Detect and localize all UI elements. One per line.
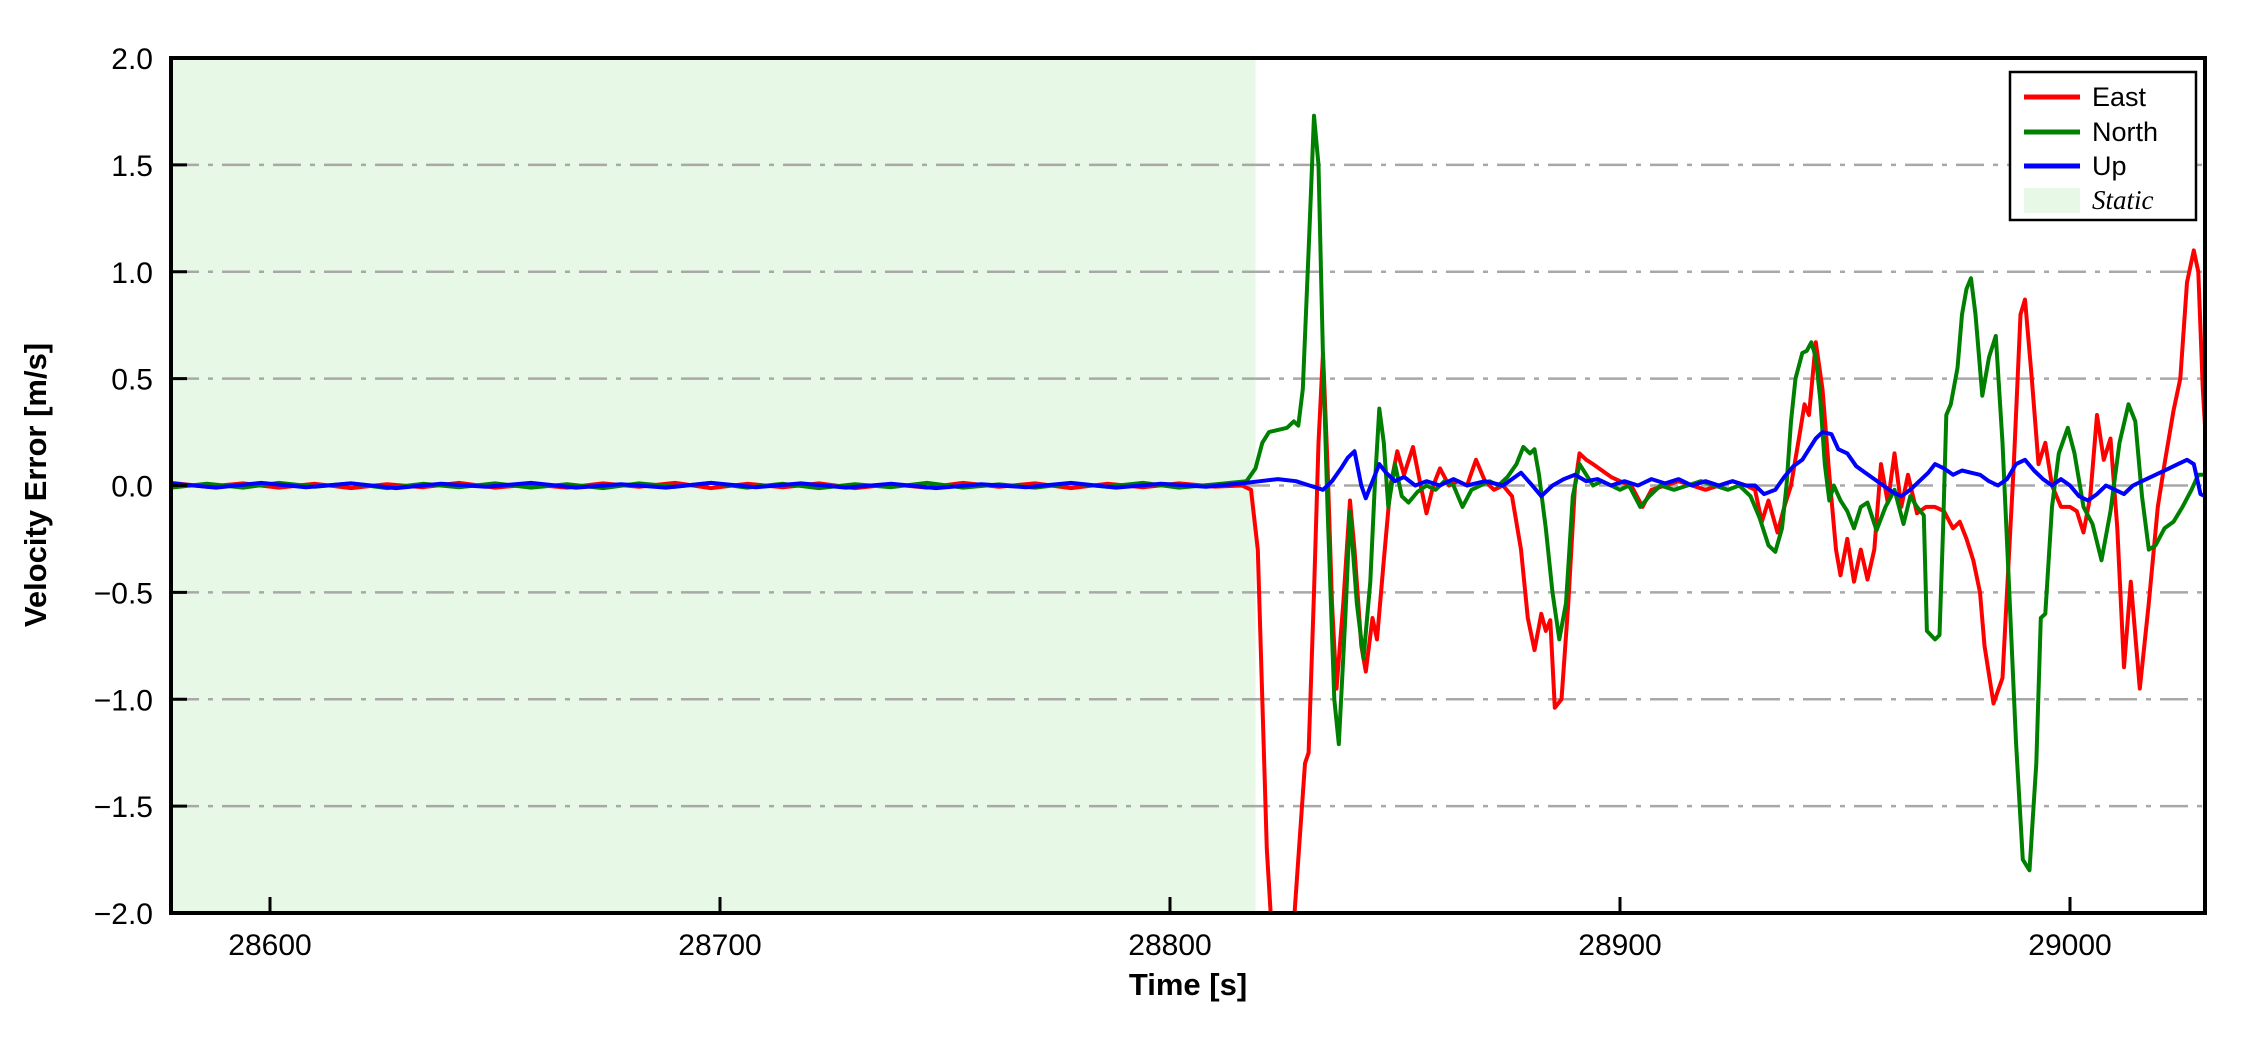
y-tick-label: −2.0 [94,898,153,931]
plot-border [169,56,2207,915]
x-tick-label: 28600 [228,929,311,962]
x-tick-label: 28700 [678,929,761,962]
y-tick-label: −1.0 [94,684,153,717]
legend-label-static: Static [2092,185,2154,215]
legend-label-east: East [2092,82,2147,112]
legend-label-north: North [2092,117,2158,147]
legend-label-up: Up [2092,151,2127,181]
y-axis-label: Velocity Error [m/s] [18,343,53,627]
y-tick-label: −1.5 [94,791,153,824]
y-tick-label: 0.5 [111,364,153,397]
y-tick-label: 1.0 [111,257,153,290]
x-tick-label: 29000 [2028,929,2111,962]
y-tick-label: 1.5 [111,150,153,183]
x-axis-label: Time [s] [1129,967,1247,1002]
series-line-up [171,430,2205,503]
y-tick-label: −0.5 [94,577,153,610]
y-tick-label: 2.0 [111,43,153,76]
x-tick-label: 28800 [1128,929,1211,962]
y-tick-label: 0.0 [111,471,153,504]
x-tick-label: 28900 [1578,929,1661,962]
legend: East North Up Static [2008,70,2198,222]
legend-static-patch-swatch [2024,188,2080,213]
